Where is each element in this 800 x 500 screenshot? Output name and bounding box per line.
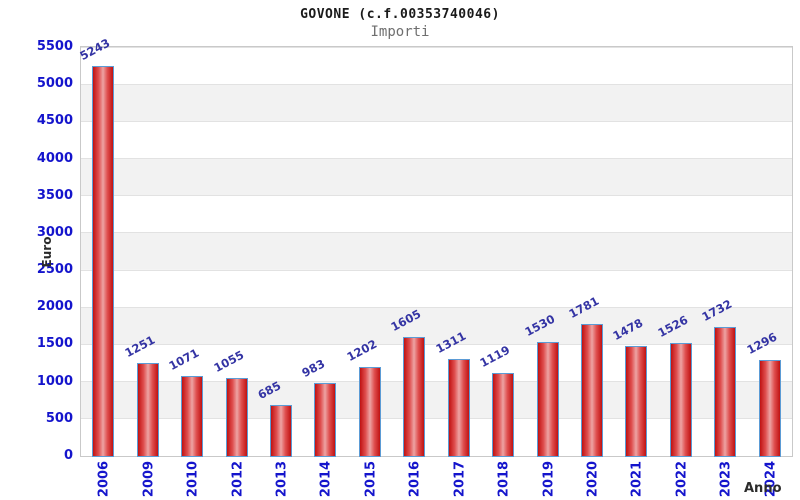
bar-value-label: 1119 — [477, 342, 513, 370]
x-tick-label: 2013 — [274, 460, 290, 498]
x-tick-label: 2006 — [96, 460, 112, 498]
y-tick-label: 3500 — [36, 187, 73, 203]
y-tick-label: 5500 — [36, 39, 73, 54]
x-tick-label: 2016 — [407, 460, 423, 498]
x-tick-label: 2022 — [674, 460, 690, 498]
bar-2016 — [403, 337, 426, 457]
bar-value-label: 1530 — [522, 311, 557, 339]
y-tick-label: 5000 — [36, 76, 73, 92]
x-tick-label: 2019 — [541, 460, 557, 498]
bar-2018 — [492, 373, 515, 457]
x-tick-label: 2023 — [718, 460, 734, 498]
bar-2024 — [758, 360, 781, 457]
bar-value-label: 1251 — [122, 332, 157, 360]
bar-2021 — [625, 346, 648, 457]
y-tick-label: 500 — [45, 410, 73, 426]
bar-2015 — [358, 367, 381, 457]
x-tick-label: 2014 — [318, 460, 334, 498]
y-gridline — [81, 120, 792, 122]
y-gridline — [81, 306, 792, 308]
y-tick-label: 0 — [63, 448, 73, 463]
bar-value-label: 1071 — [166, 345, 202, 373]
y-tick-label: 3000 — [36, 224, 73, 240]
bar-2020 — [581, 324, 604, 457]
y-tick-label: 4500 — [36, 113, 73, 129]
y-axis-title: Euro — [40, 236, 54, 268]
y-gridline — [81, 83, 792, 85]
bar-2010 — [181, 376, 204, 457]
bar-value-label: 685 — [255, 378, 284, 402]
bar-value-label: 1202 — [344, 336, 380, 364]
x-tick-label: 2017 — [452, 460, 468, 498]
bar-2023 — [714, 327, 737, 457]
x-tick-label: 2021 — [629, 460, 645, 498]
x-tick-label: 2018 — [496, 460, 512, 498]
y-tick-label: 2000 — [36, 299, 73, 315]
bar-value-label: 1296 — [744, 329, 780, 357]
y-tick-label: 2500 — [36, 262, 73, 278]
bar-value-label: 1732 — [699, 296, 735, 324]
x-tick-label: 2020 — [585, 460, 601, 498]
bar-value-label: 983 — [299, 356, 328, 380]
y-gridline — [81, 269, 792, 271]
bar-2013 — [269, 405, 292, 457]
bar-2017 — [447, 359, 470, 457]
bar-value-label: 1478 — [610, 315, 646, 343]
y-tick-label: 1500 — [36, 336, 73, 352]
bar-value-label: 1781 — [566, 293, 602, 321]
bar-2014 — [314, 383, 337, 457]
y-tick-label: 4000 — [36, 150, 73, 166]
x-tick-label: 2015 — [363, 460, 379, 498]
bar-value-label: 1311 — [433, 328, 468, 356]
y-gridline — [81, 46, 792, 48]
x-tick-label: 2012 — [230, 460, 246, 498]
x-tick-label: 2009 — [141, 460, 157, 498]
x-axis-title: Anno — [744, 481, 782, 496]
bar-2012 — [225, 378, 248, 457]
bar-2009 — [136, 363, 159, 457]
plot-area: 5500 5000 4500 4000 3500 3000 2500 2000 1500 1000… — [37, 36, 793, 497]
bar-2006 — [92, 66, 115, 457]
bar-value-label: 1526 — [655, 312, 691, 340]
x-tick-label: 2010 — [185, 460, 201, 498]
y-gridline — [81, 232, 792, 234]
bar-2019 — [536, 342, 559, 457]
y-tick-label: 1000 — [36, 373, 73, 389]
y-gridline — [81, 195, 792, 197]
bar-value-label: 5243 — [77, 35, 113, 63]
chart-title: GOVONE (c.f.00353740046) — [300, 7, 500, 22]
bar-value-label: 1055 — [210, 347, 246, 375]
chart-subtitle: Importi — [370, 24, 430, 40]
bar-2022 — [669, 343, 692, 457]
bar-value-label: 1605 — [388, 306, 424, 334]
y-gridline — [81, 158, 792, 160]
